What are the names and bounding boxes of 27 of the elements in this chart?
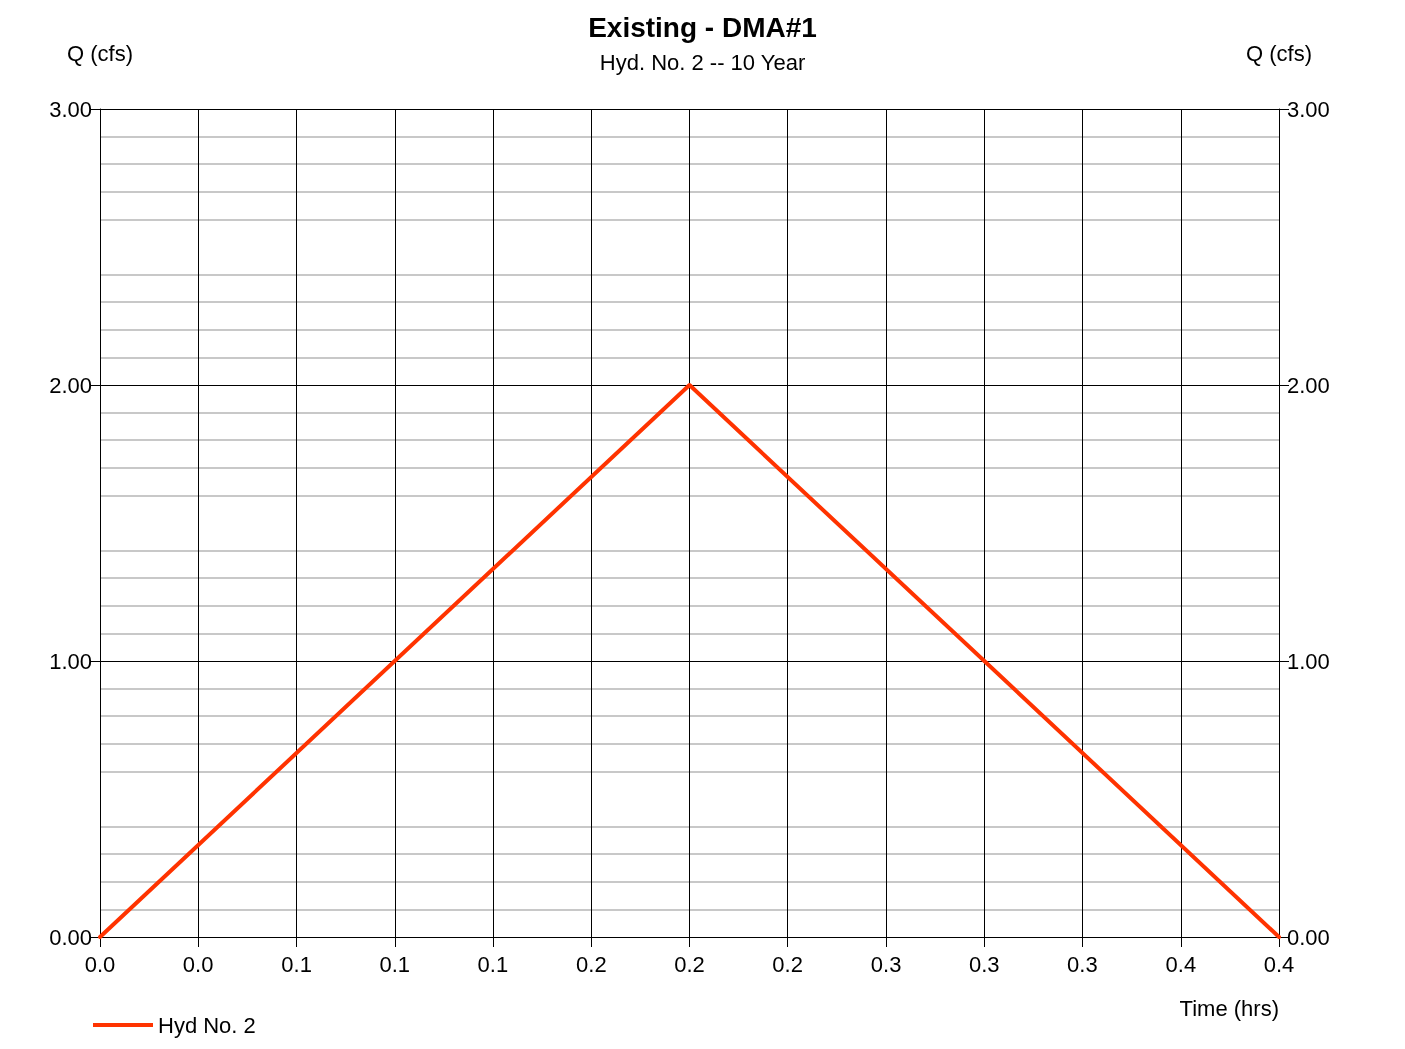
x-tick-label: 0.1: [379, 951, 411, 977]
y-tick-label: 3.00: [49, 96, 92, 122]
x-tick-label: 0.3: [870, 951, 902, 977]
x-tick-label: 0.1: [477, 951, 509, 977]
x-tick-label: 0.4: [1165, 951, 1197, 977]
y-tick-label: 0.00: [49, 924, 92, 950]
y2-tick-label: 1.00: [1287, 648, 1330, 674]
y2-tick-label: 2.00: [1287, 372, 1330, 398]
x-tick-label: 0.3: [1067, 951, 1098, 977]
y-tick-label: 1.00: [49, 648, 92, 674]
y-tick-label: 2.00: [49, 372, 92, 398]
x-tick-label: 0.2: [576, 951, 607, 977]
x-tick-label: 0.0: [182, 951, 214, 977]
y2-axis-title: Q (cfs): [1246, 40, 1312, 66]
y2-tick-label: 3.00: [1287, 96, 1330, 122]
x-tick-label: 0.4: [1263, 951, 1295, 977]
chart-subtitle: Hyd. No. 2 -- 10 Year: [599, 49, 806, 75]
x-axis-title: Time (hrs): [1179, 995, 1279, 1021]
legend-label: Hyd No. 2: [158, 1012, 256, 1038]
y2-tick-label: 0.00: [1287, 924, 1330, 950]
x-tick-label: 0.0: [84, 951, 116, 977]
y-axis-title: Q (cfs): [67, 40, 133, 66]
chart-title: Existing - DMA#1: [588, 11, 817, 43]
x-tick-label: 0.1: [281, 951, 312, 977]
x-tick-label: 0.3: [968, 951, 1000, 977]
x-tick-label: 0.2: [674, 951, 705, 977]
x-tick-label: 0.2: [772, 951, 803, 977]
